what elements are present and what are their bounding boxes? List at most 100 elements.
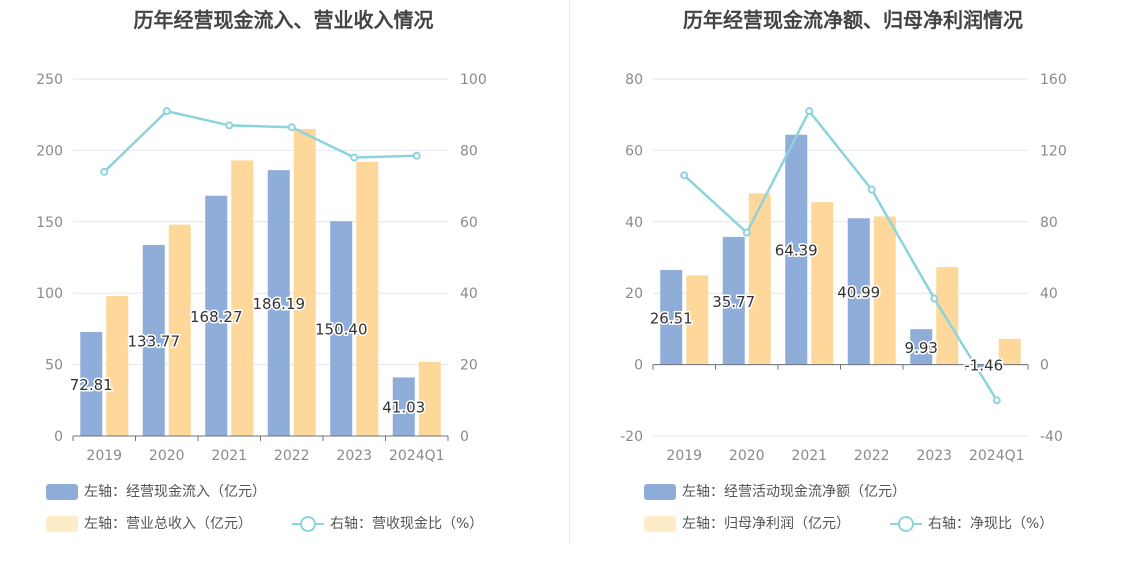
bar-secondary [168,224,191,436]
legend-label: 左轴：营业总收入（亿元） [84,516,252,532]
line-series-point [930,294,939,303]
left-axis-tick-label: 40 [625,215,643,231]
bar-secondary [106,296,129,436]
chart-title: 历年经营现金流入、营业收入情况 [133,8,434,32]
left-axis-tick-label: 60 [625,143,643,159]
bar-data-label: 41.03 [382,399,425,417]
legend-line-icon [890,516,922,532]
bar-primary [205,195,228,436]
bar-secondary [748,193,771,365]
x-axis-category-label: 2020 [729,448,765,464]
bar-primary [392,377,415,436]
right-axis-tick-label: 80 [1040,215,1058,231]
bar-data-label: 150.40 [315,321,368,339]
legend-swatch [644,484,676,500]
x-axis-category-label: 2023 [336,448,372,464]
bar-primary [847,218,870,365]
legend-item-net-profit[interactable]: 左轴：归母净利润（亿元） [644,513,850,533]
x-axis-category-label: 2024Q1 [389,448,445,464]
x-axis-category-label: 2022 [854,448,890,464]
bar-secondary [998,338,1021,365]
line-series-point [350,153,359,162]
x-axis-category-label: 2019 [666,448,702,464]
line-series-point [992,396,1001,405]
right-axis-tick-label: -40 [1040,429,1063,445]
bar-data-label: 168.27 [190,308,243,326]
bar-secondary [811,202,834,365]
bar-secondary [873,216,896,365]
line-series-point [412,151,421,160]
line-series-path [683,108,998,401]
right-axis-tick-label: 60 [460,215,478,231]
line-series-point [225,121,234,130]
left-axis-tick-label: 80 [625,72,643,88]
legend-item-cash-ratio[interactable]: 右轴：营收现金比（%） [292,513,483,533]
line-series-point [162,107,171,116]
x-axis-category-label: 2019 [86,448,122,464]
line-series-point [742,228,751,237]
right-chart-panel: 历年经营现金流净额、归母净利润情况 -20 0 20 40 60 80 -40 0 40 80 12… [572,0,1134,582]
left-axis-tick-label: 100 [36,286,63,302]
legend-item-net-cash-flow[interactable]: 左轴：经营活动现金流净额（亿元） [644,481,906,501]
bar-secondary [686,275,709,365]
x-axis-category-label: 2021 [791,448,827,464]
x-axis-category-label: 2020 [149,448,185,464]
left-axis-tick-label: 200 [36,143,63,159]
line-series-point [287,123,296,132]
bar-secondary [418,361,441,436]
legend-item-cash-inflow[interactable]: 左轴：经营现金流入（亿元） [46,481,266,501]
bar-primary [910,329,933,365]
left-chart-panel: 历年经营现金流入、营业收入情况 0 50 100 150 200 250 0 20 40 60 80… [36,8,487,533]
right-axis-tick-label: 0 [460,429,469,445]
left-axis-tick-label: 20 [625,286,643,302]
bar-primary [267,170,290,437]
right-chart-plot: -20 0 20 40 60 80 -40 0 40 80 120 160 2019 2020 2021 20… [620,72,1067,464]
legend-item-revenue[interactable]: 左轴：营业总收入（亿元） [46,513,252,533]
left-chart-plot: 0 50 100 150 200 250 0 20 40 60 80 100 2019 2020 2021 2… [36,72,487,464]
bar-data-label: 186.19 [253,295,306,313]
left-axis-tick-label: 250 [36,72,63,88]
left-axis-tick-label: 150 [36,215,63,231]
legend-swatch [46,516,78,532]
legend-label: 左轴：经营现金流入（亿元） [84,484,266,500]
bar-secondary [293,128,316,437]
bar-data-label: 72.81 [70,376,113,394]
x-axis-category-label: 2023 [916,448,952,464]
right-axis-tick-label: 40 [1040,286,1058,302]
legend-label: 右轴：营收现金比（%） [330,516,484,532]
right-axis-tick-label: 20 [460,358,478,374]
bar-secondary [231,160,254,436]
legend-item-net-cash-ratio[interactable]: 右轴：净现比（%） [890,513,1053,533]
bar-data-label: 64.39 [775,242,818,260]
chart-title: 历年经营现金流净额、归母净利润情况 [683,8,1023,32]
line-series-point [100,167,109,176]
bar-primary [142,244,165,436]
bar-primary [722,236,745,365]
panel-divider [569,0,570,542]
legend-line-icon [292,516,324,532]
right-axis-tick-label: 100 [460,72,487,88]
bar-primary [660,269,683,365]
bar-secondary [936,267,959,365]
left-axis-tick-label: 0 [634,358,643,374]
bar-data-label: 35.77 [712,293,755,311]
legend-label: 左轴：归母净利润（亿元） [682,516,850,532]
x-axis-category-label: 2022 [274,448,310,464]
bar-data-label: 133.77 [128,332,181,350]
bar-primary [785,134,808,365]
right-axis-tick-label: 160 [1040,72,1067,88]
bar-secondary [356,161,379,436]
bar-data-label: 40.99 [837,283,880,301]
line-series-point [867,185,876,194]
right-axis-tick-label: 80 [460,143,478,159]
x-axis-category-label: 2024Q1 [969,448,1025,464]
bar-primary [80,332,103,436]
left-axis-tick-label: -20 [620,429,643,445]
right-axis-tick-label: 120 [1040,143,1067,159]
left-axis-tick-label: 0 [54,429,63,445]
right-axis-tick-label: 40 [460,286,478,302]
legend-swatch [644,516,676,532]
x-axis-category-label: 2021 [211,448,247,464]
bar-data-label: -1.46 [964,357,1003,375]
line-series-point [680,171,689,180]
